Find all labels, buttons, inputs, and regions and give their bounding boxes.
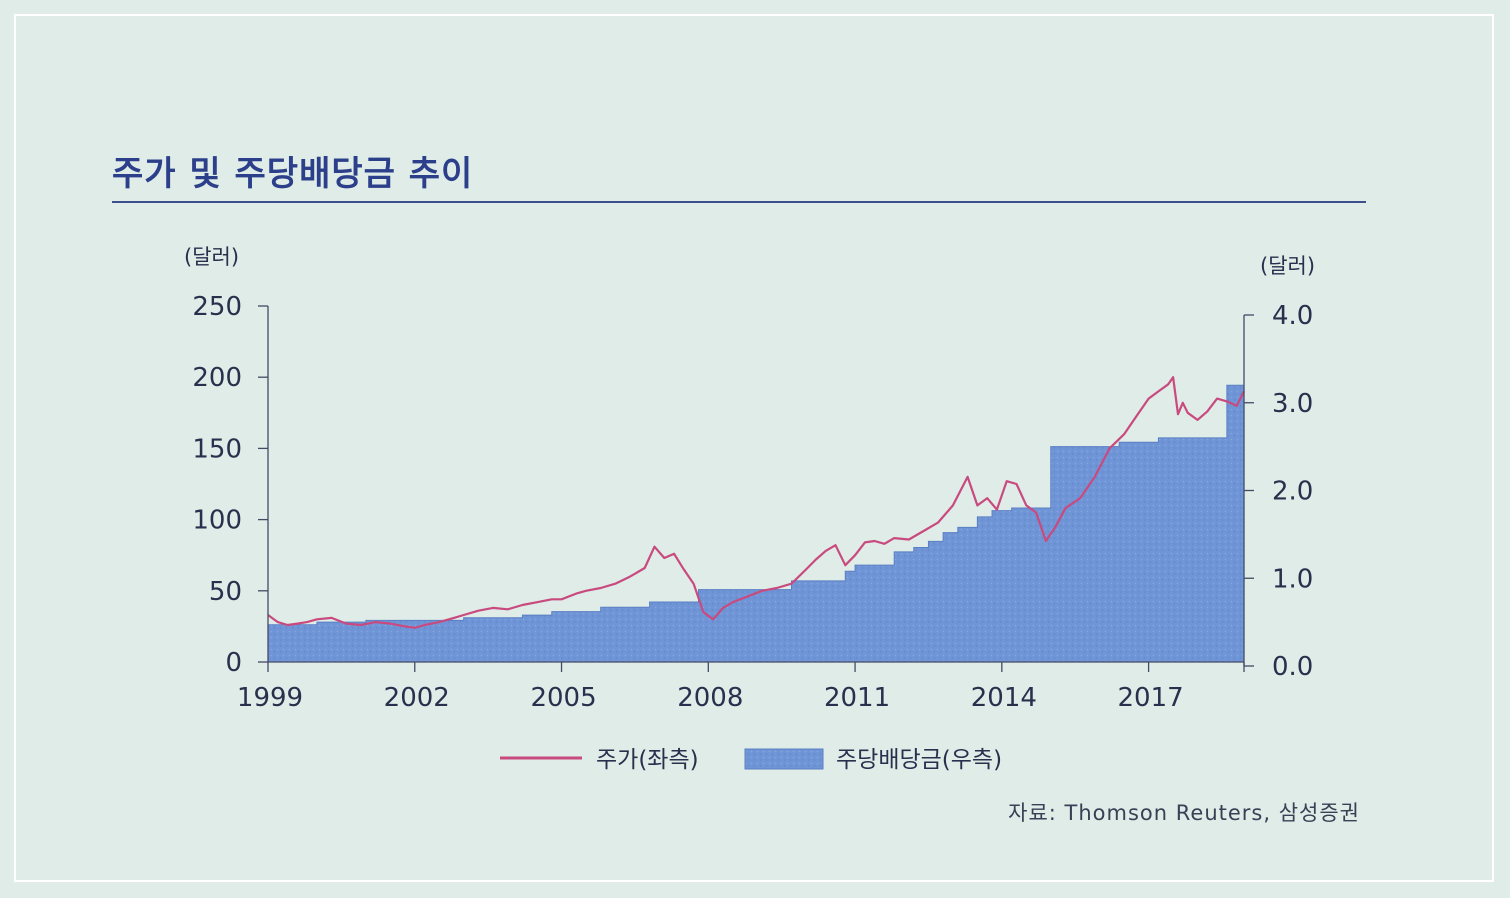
chart-title: 주가 및 주당배당금 추이 xyxy=(112,154,474,194)
legend-price-label: 주가(좌측) xyxy=(596,747,699,773)
left-tick-label: 100 xyxy=(192,506,242,536)
right-tick-label: 0.0 xyxy=(1272,652,1313,682)
x-tick-label: 2008 xyxy=(677,683,743,713)
axes-layer: 250 200 150 100 50 0 4.0 3.0 2.0 1.0 0.0 1999 2002 20… xyxy=(184,245,1315,713)
legend-dividend-label: 주당배당금(우측) xyxy=(836,747,1002,773)
x-tick-label: 2011 xyxy=(824,683,890,713)
right-tick-label: 2.0 xyxy=(1272,477,1313,507)
legend-dividend-swatch xyxy=(744,748,824,770)
dividend-area xyxy=(267,341,1245,663)
x-tick-label: 1999 xyxy=(237,683,303,713)
x-tick-label: 2014 xyxy=(971,683,1037,713)
right-tick-label: 4.0 xyxy=(1272,301,1313,331)
title-underline xyxy=(112,201,1366,203)
price-line xyxy=(267,376,1245,629)
left-tick-label: 0 xyxy=(225,648,242,678)
y-right-unit-label: (달러) xyxy=(1260,254,1315,278)
chart-frame xyxy=(14,14,1494,882)
legend: 주가(좌측) 주당배당금(우측) xyxy=(500,747,1002,773)
right-tick-label: 1.0 xyxy=(1272,564,1313,594)
y-left-unit-label: (달러) xyxy=(184,245,239,269)
price-line-layer xyxy=(267,376,1245,629)
source-note: 자료: Thomson Reuters, 삼성증권 xyxy=(1008,801,1360,825)
left-tick-label: 150 xyxy=(192,434,242,464)
x-tick-label: 2002 xyxy=(384,683,450,713)
x-tick-label: 2005 xyxy=(530,683,596,713)
left-tick-label: 250 xyxy=(192,292,242,322)
left-tick-label: 200 xyxy=(192,363,242,393)
right-tick-label: 3.0 xyxy=(1272,389,1313,419)
left-tick-label: 50 xyxy=(209,577,242,607)
dividend-area-layer xyxy=(267,341,1245,663)
x-tick-label: 2017 xyxy=(1118,683,1184,713)
